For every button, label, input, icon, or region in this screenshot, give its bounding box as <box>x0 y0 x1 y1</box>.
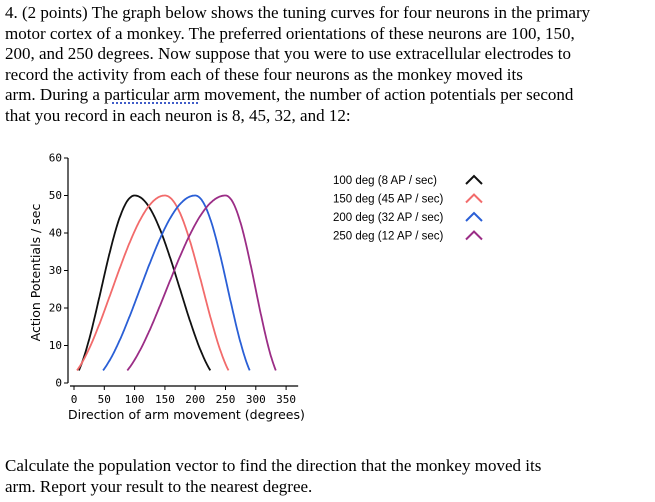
question-line-6: that you record in each neuron is 8, 45,… <box>5 105 351 125</box>
question-text: 4. (2 points) The graph below shows the … <box>5 3 650 127</box>
x-tick-label: 0 <box>71 393 78 406</box>
question-line-5-end: movement, the number of action potential… <box>199 85 574 105</box>
legend-entry-label: 200 deg (32 AP / sec) <box>333 212 444 224</box>
x-tick-label: 100 <box>125 393 145 406</box>
y-tick-label: 0 <box>55 377 62 390</box>
legend-entry-label: 100 deg (8 AP / sec) <box>333 175 437 187</box>
y-axis-label: Action Potentials / sec <box>28 204 43 342</box>
question-line-3: 200, and 250 degrees. Now suppose that y… <box>5 44 572 64</box>
legend-entry-label: 250 deg (12 AP / sec) <box>333 231 444 243</box>
footer-line-2: arm. Report your result to the nearest d… <box>5 476 313 496</box>
question-line-1: 4. (2 points) The graph below shows the … <box>5 3 591 22</box>
curve-100-deg <box>78 194 212 371</box>
footer-text: Calculate the population vector to find … <box>5 456 650 497</box>
legend-entry-label: 150 deg (45 AP / sec) <box>333 194 444 206</box>
legend-entry-marker <box>465 193 483 204</box>
y-tick-label: 10 <box>49 339 62 352</box>
x-tick-label: 300 <box>246 393 266 406</box>
tuning-curves <box>76 194 277 371</box>
x-axis-label: Direction of arm movement (degrees) <box>68 407 305 422</box>
footer-line-1: Calculate the population vector to find … <box>5 456 542 475</box>
question-line-4: record the activity from each of these f… <box>5 64 523 84</box>
curve-150-deg <box>76 194 230 371</box>
y-axis: 0 10 20 30 40 50 60 <box>49 152 69 390</box>
question-line-5-underlined: particular arm <box>104 85 200 105</box>
question-line-5: arm. During a particular arm movement, t… <box>5 85 650 106</box>
legend: 100 deg (8 AP / sec) 150 deg (45 AP / sec… <box>333 174 483 243</box>
x-tick-label: 250 <box>216 393 236 406</box>
question-line-5-start: arm. During a <box>5 85 105 105</box>
x-tick-label: 350 <box>276 393 296 406</box>
y-tick-label: 50 <box>49 189 62 202</box>
curve-200-deg <box>102 194 251 371</box>
x-tick-label: 150 <box>155 393 175 406</box>
x-axis: 0 50 100 150 200 250 300 350 <box>70 385 299 406</box>
y-tick-label: 60 <box>49 152 62 165</box>
legend-entry-marker <box>465 230 483 241</box>
y-tick-label: 40 <box>49 227 62 240</box>
y-tick-label: 30 <box>49 264 62 277</box>
legend-entry-marker <box>465 211 483 222</box>
x-tick-label: 50 <box>98 393 111 406</box>
legend-entry-marker <box>465 174 483 185</box>
tuning-curve-chart: 0 10 20 30 40 50 60 0 50 100 150 200 250 300 350 100 … <box>28 152 483 422</box>
y-tick-label: 20 <box>49 302 62 315</box>
x-tick-label: 200 <box>185 393 205 406</box>
question-line-2: motor cortex of a monkey. The preferred … <box>5 23 575 43</box>
curve-250-deg <box>126 194 277 371</box>
